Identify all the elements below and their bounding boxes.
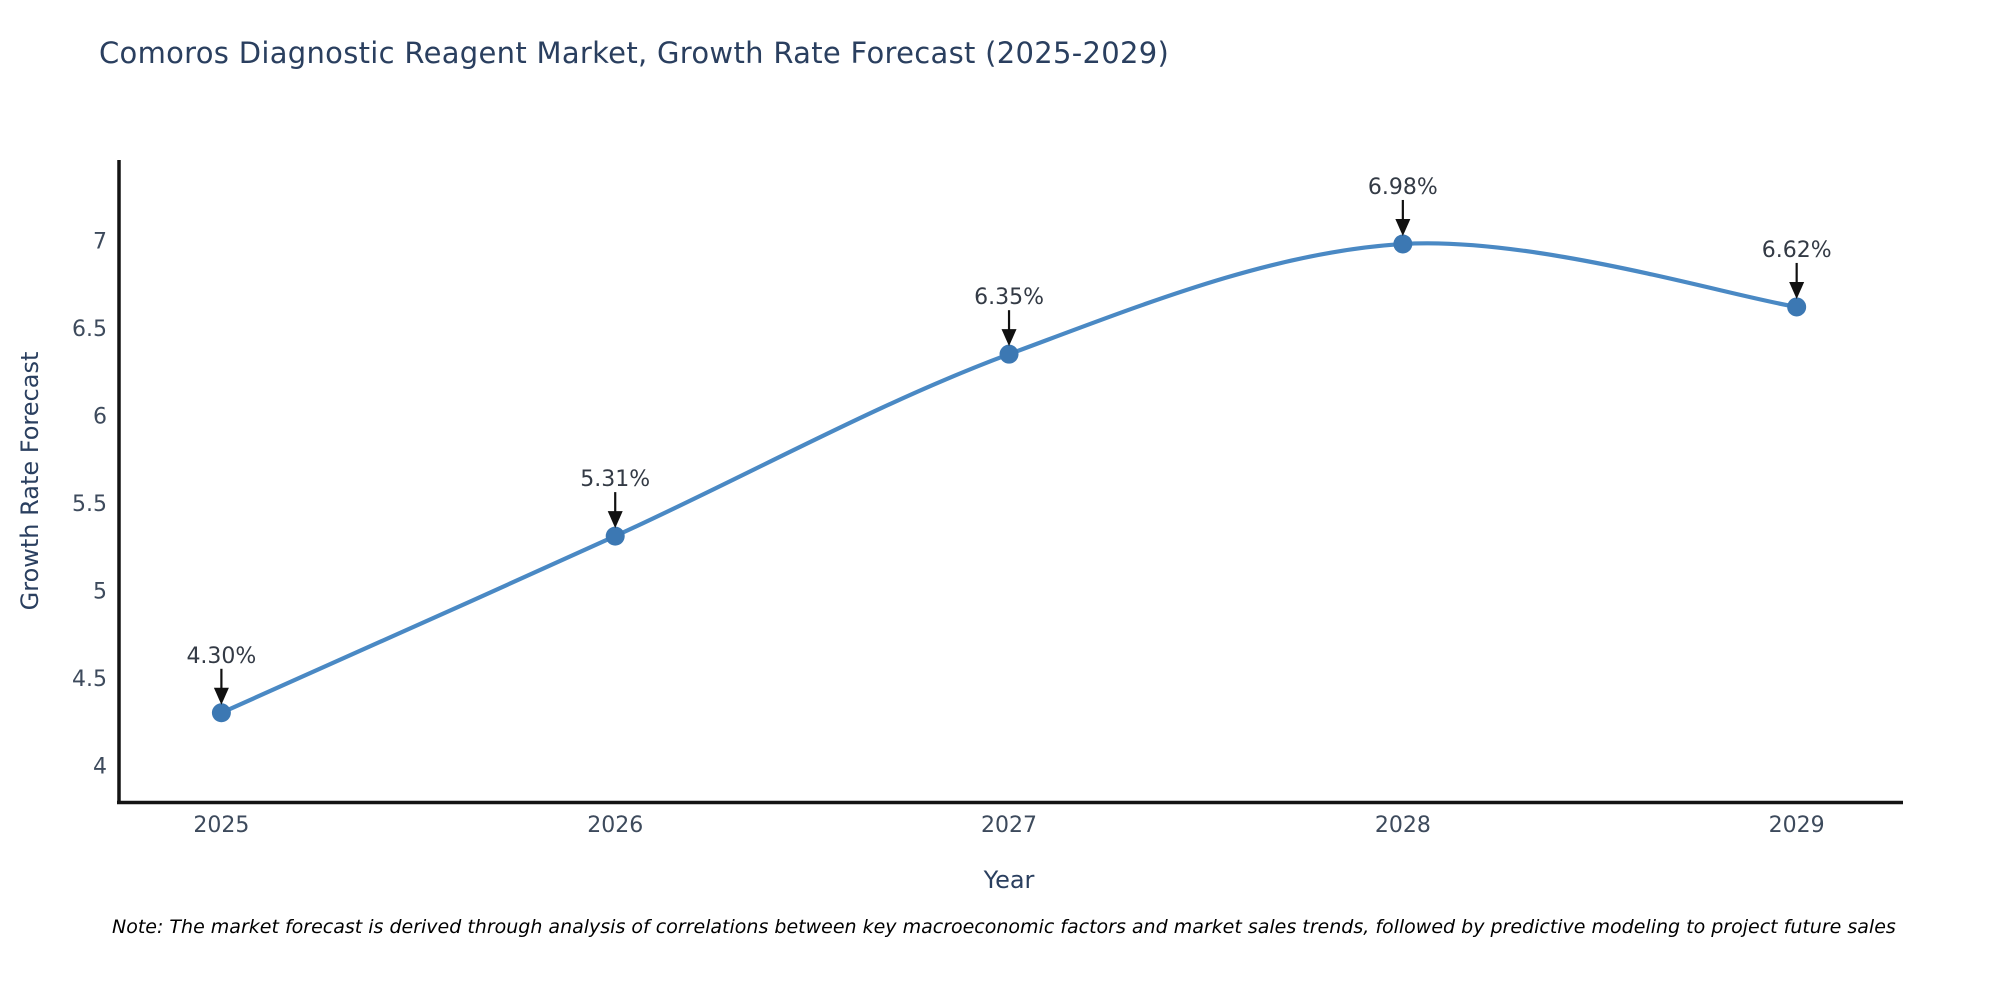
y-axis-title: Growth Rate Forecast (16, 352, 44, 611)
x-axis-title: Year (983, 866, 1035, 894)
x-tick-label: 2029 (1769, 813, 1825, 838)
data-point-marker (605, 526, 625, 546)
y-tick-label: 5.5 (72, 492, 107, 517)
point-value-label: 5.31% (580, 467, 650, 492)
point-value-label: 6.98% (1368, 175, 1438, 200)
annotation-arrowhead-icon (607, 511, 623, 529)
annotation-arrowhead-icon (213, 687, 229, 705)
chart-title: Comoros Diagnostic Reagent Market, Growt… (99, 36, 1170, 70)
x-tick-label: 2026 (587, 813, 643, 838)
y-tick-label: 7 (93, 229, 107, 254)
y-tick-label: 4.5 (72, 667, 107, 692)
data-point-marker (1393, 234, 1413, 254)
footnote: Note: The market forecast is derived thr… (112, 916, 1896, 938)
annotation-arrowhead-icon (1789, 281, 1805, 299)
y-tick-label: 6.5 (72, 317, 107, 342)
annotation-arrowhead-icon (1001, 329, 1017, 347)
y-tick-label: 5 (93, 579, 107, 604)
point-value-label: 6.35% (974, 285, 1044, 310)
point-value-label: 6.62% (1762, 238, 1832, 263)
data-point-marker (999, 344, 1019, 364)
x-tick-label: 2025 (193, 813, 249, 838)
x-tick-label: 2027 (981, 813, 1037, 838)
y-tick-label: 4 (93, 754, 107, 779)
data-point-marker (211, 703, 231, 723)
y-tick-label: 6 (93, 404, 107, 429)
data-point-marker (1787, 297, 1807, 317)
x-tick-label: 2028 (1375, 813, 1431, 838)
point-value-label: 4.30% (186, 644, 256, 669)
annotation-arrowhead-icon (1395, 218, 1411, 236)
